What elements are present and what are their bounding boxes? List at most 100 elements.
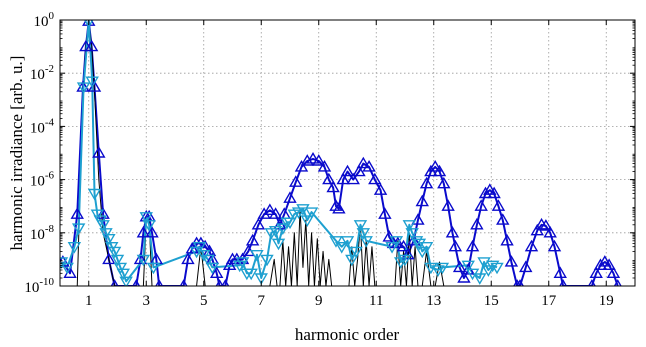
data-point-triangle-up: [613, 279, 622, 286]
tick-marks: [60, 19, 635, 287]
data-point-triangle-up: [352, 164, 366, 177]
x-tick-label: 17: [541, 293, 557, 309]
data-point-triangle-up: [289, 175, 303, 187]
y-tick-label: 10-8: [30, 223, 55, 243]
data-point-triangle-down: [402, 220, 417, 232]
data-point-triangle-up: [606, 266, 621, 279]
data-point-triangle-up: [419, 176, 434, 189]
data-point-triangle-up: [268, 207, 283, 219]
y-axis-label: harmonic irradiance [arb. u.]: [7, 56, 26, 251]
x-tick-label: 15: [484, 293, 499, 309]
y-tick-labels: 100 10-2 10-4 10-6 10-8 10-10: [24, 10, 54, 296]
data-point-triangle-up: [209, 266, 224, 279]
data-point-triangle-down: [84, 20, 94, 29]
data-point-triangle-down: [271, 238, 286, 251]
data-point-triangle-down: [477, 257, 491, 269]
data-point-triangle-up: [84, 39, 99, 52]
data-point-triangle-up: [102, 252, 116, 265]
data-point-triangle-down: [244, 268, 258, 281]
data-point-triangle-up: [448, 239, 463, 252]
data-point-triangle-up: [415, 194, 429, 207]
data-point-triangle-down: [473, 273, 487, 285]
x-tick-label: 3: [143, 293, 151, 309]
data-point-triangle-up: [474, 199, 488, 211]
data-point-triangle-up: [559, 279, 568, 286]
data-point-triangle-down: [419, 242, 434, 254]
y-tick-label: 10-10: [24, 276, 54, 296]
data-point-triangle-up: [513, 279, 522, 286]
data-point-triangle-down: [359, 236, 373, 248]
x-tick-label: 1: [85, 293, 93, 309]
data-point-triangle-up: [340, 164, 355, 177]
data-point-triangle-down: [335, 242, 349, 254]
data-point-triangle-down: [268, 225, 283, 238]
data-point-triangle-up: [336, 172, 350, 185]
data-point-triangle-up: [487, 186, 501, 199]
data-point-triangle-down: [102, 234, 116, 246]
data-point-triangle-up: [300, 154, 314, 166]
data-point-triangle-down: [107, 246, 122, 259]
data-point-triangle-up: [133, 252, 148, 265]
data-point-triangle-up: [317, 160, 332, 172]
data-point-triangle-up: [222, 258, 237, 271]
data-point-triangle-up: [221, 279, 230, 286]
data-point-triangle-up: [110, 279, 119, 286]
data-point-triangle-up: [257, 207, 271, 219]
data-point-triangle-up: [294, 160, 309, 172]
data-point-triangle-down: [304, 207, 319, 219]
data-point-triangle-up: [547, 239, 562, 252]
data-point-triangle-down: [136, 254, 151, 267]
data-point-triangle-down: [485, 260, 500, 273]
data-point-triangle-up: [356, 156, 371, 169]
data-point-triangle-down: [260, 254, 274, 267]
data-point-triangle-down: [283, 217, 297, 230]
data-point-triangle-up: [179, 279, 188, 286]
x-tick-label: 9: [315, 293, 323, 309]
data-point-triangle-down: [389, 236, 404, 248]
data-point-triangle-up: [70, 207, 84, 219]
data-point-triangle-down: [85, 76, 99, 89]
data-point-triangle-up: [465, 239, 480, 252]
data-point-triangle-down: [142, 220, 156, 232]
x-tick-label: 13: [426, 293, 441, 309]
data-point-triangle-up: [478, 186, 493, 199]
x-tick-label: 11: [369, 293, 383, 309]
data-point-triangle-up: [326, 180, 340, 193]
data-point-triangle-down: [481, 265, 496, 277]
data-point-triangle-up: [441, 199, 455, 211]
data-point-triangle-down: [96, 220, 110, 232]
data-point-triangle-up: [306, 152, 320, 164]
y-tick-label: 10-6: [30, 170, 55, 190]
y-tick-label: 10-4: [30, 116, 55, 136]
data-point-triangle-up: [332, 201, 346, 214]
data-point-triangle-down: [87, 188, 102, 201]
data-point-triangle-down: [192, 242, 207, 254]
data-point-triangle-up: [155, 279, 164, 286]
data-point-triangle-down: [276, 223, 290, 236]
y-tick-label: 10-2: [30, 63, 54, 83]
data-point-triangle-up: [378, 207, 392, 219]
x-tick-label: 5: [200, 293, 208, 309]
data-point-triangle-down: [139, 212, 153, 224]
data-point-triangle-down: [409, 236, 424, 248]
data-series: [60, 20, 622, 286]
data-point-triangle-down: [146, 262, 161, 275]
data-point-triangle-down: [405, 228, 419, 240]
data-point-triangle-up: [428, 160, 442, 172]
data-point-triangle-up: [587, 279, 596, 286]
data-point-triangle-up: [516, 279, 524, 286]
data-point-triangle-up: [368, 172, 382, 185]
data-point-triangle-up: [329, 199, 343, 211]
data-point-triangle-down: [250, 250, 264, 262]
data-point-triangle-down: [205, 262, 220, 275]
data-point-triangle-up: [457, 271, 471, 283]
data-point-triangle-down: [113, 262, 128, 275]
data-point-triangle-up: [136, 225, 151, 238]
data-point-triangle-down: [490, 262, 504, 275]
data-point-triangle-up: [496, 213, 510, 225]
data-point-triangle-up: [411, 213, 425, 225]
data-point-triangle-up: [452, 260, 467, 273]
data-point-triangle-up: [539, 219, 553, 231]
grid: [60, 20, 635, 286]
data-point-triangle-up: [602, 258, 616, 271]
